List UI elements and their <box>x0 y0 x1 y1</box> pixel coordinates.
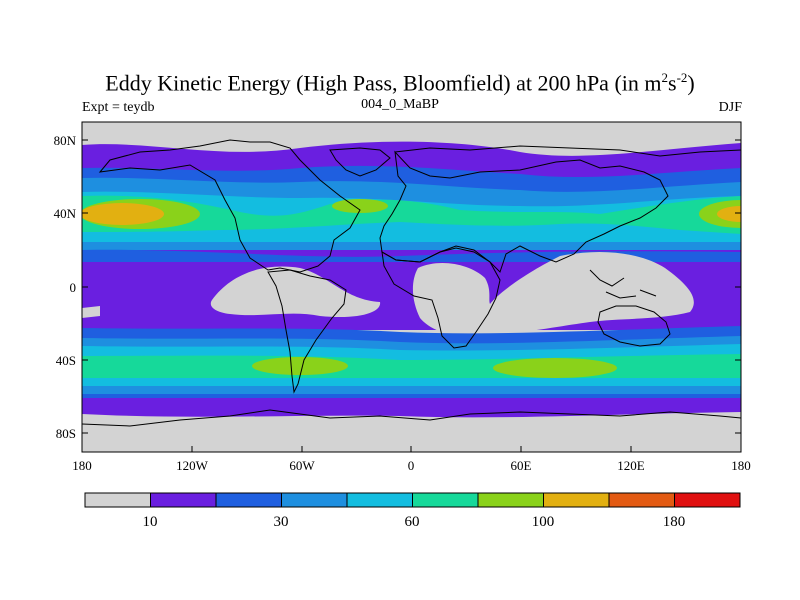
nh-pacific-max-orange <box>82 203 164 225</box>
colorbar-box <box>477 492 544 508</box>
lon-label-60w: 60W <box>289 458 315 473</box>
coast-north-america <box>98 139 361 273</box>
lon-label-180e: 180 <box>731 458 751 473</box>
coast-se-asia-islands <box>589 269 657 299</box>
tropics-gray-america <box>210 266 381 318</box>
lat-ticks <box>82 139 741 434</box>
colorbar-box <box>150 492 217 508</box>
colorbar-label: 10 <box>143 514 158 530</box>
nh-dateline-max-orange <box>717 206 741 222</box>
eke-field <box>82 122 741 452</box>
coast-africa <box>381 247 501 349</box>
coast-antarctica <box>82 409 741 427</box>
lon-label-120w: 120W <box>176 458 209 473</box>
lat-label-80s: 80S <box>56 426 76 441</box>
sh-band-10-tail <box>82 398 741 418</box>
sh-atlantic-max <box>252 357 348 375</box>
experiment-label: Expt = teydb <box>82 100 155 115</box>
colorbar-box <box>346 492 413 508</box>
lat-label-0: 0 <box>70 280 77 295</box>
lon-label-180w: 180 <box>72 458 92 473</box>
lon-label-120e: 120E <box>617 458 645 473</box>
case-label: 004_0_MaBP <box>361 97 439 112</box>
colorbar-label: 60 <box>405 514 420 530</box>
sh-indian-max <box>493 358 617 378</box>
figure-title: Eddy Kinetic Energy (High Pass, Bloomfie… <box>105 70 695 96</box>
lat-label-80n: 80N <box>54 133 77 148</box>
colorbar <box>84 492 741 508</box>
season-label: DJF <box>718 100 742 115</box>
nh-atlantic-max <box>332 199 388 213</box>
colorbar-box <box>84 492 151 508</box>
coastlines <box>82 139 741 427</box>
lon-ticks <box>81 446 742 452</box>
colorbar-label: 100 <box>532 514 555 530</box>
colorbar-box <box>543 492 610 508</box>
colorbar-label: 30 <box>274 514 289 530</box>
colorbar-box <box>412 492 479 508</box>
colorbar-label: 180 <box>663 514 686 530</box>
tropics-gray-pacific-sliver <box>82 306 100 318</box>
coast-australia <box>597 305 671 347</box>
lat-label-40s: 40S <box>56 353 76 368</box>
colorbar-box <box>215 492 282 508</box>
nh-band-80 <box>82 195 741 234</box>
lon-label-0: 0 <box>408 458 415 473</box>
lon-label-60e: 60E <box>511 458 532 473</box>
lat-label-40n: 40N <box>54 206 77 221</box>
coast-greenland <box>329 147 391 177</box>
colorbar-box <box>608 492 675 508</box>
coast-south-america <box>267 269 347 394</box>
colorbar-box <box>674 492 741 508</box>
colorbar-box <box>281 492 348 508</box>
coast-eurasia <box>379 145 741 273</box>
tropics-gray-africa <box>412 252 694 337</box>
